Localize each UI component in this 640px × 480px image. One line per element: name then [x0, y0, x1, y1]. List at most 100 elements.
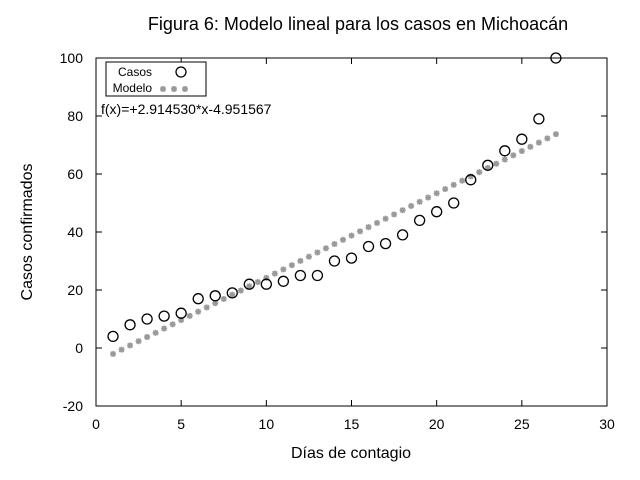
x-tick-label: 30	[599, 416, 615, 432]
case-point	[107, 330, 119, 343]
model-point	[186, 312, 193, 319]
model-point	[450, 181, 457, 188]
case-point	[294, 269, 307, 282]
y-tick-label: 20	[67, 282, 83, 298]
y-tick-label: 40	[67, 224, 83, 240]
case-point	[141, 313, 153, 325]
legend-marker-model	[160, 86, 188, 92]
model-equation: f(x)=+2.914530*x-4.951567	[101, 101, 272, 117]
model-point	[365, 224, 372, 231]
case-point	[192, 293, 204, 305]
model-point	[501, 156, 508, 163]
x-tick-label: 10	[259, 416, 275, 432]
model-point	[229, 291, 236, 298]
model-point	[348, 232, 355, 239]
case-point	[226, 287, 238, 299]
case-point	[209, 290, 221, 302]
x-tick-label: 0	[92, 416, 100, 432]
model-point	[135, 338, 142, 345]
case-point	[260, 278, 272, 290]
case-point	[465, 174, 477, 186]
model-point	[144, 334, 151, 341]
model-point	[127, 342, 134, 349]
model-point	[518, 148, 525, 155]
case-point	[482, 159, 494, 171]
x-tick-label: 15	[344, 416, 360, 432]
y-tick-label: 80	[67, 108, 83, 124]
model-point	[288, 262, 295, 269]
model-point	[535, 139, 542, 146]
model-point	[169, 321, 176, 328]
model-point	[246, 283, 253, 290]
model-point	[203, 304, 210, 311]
case-point	[516, 133, 528, 145]
model-point	[331, 241, 338, 248]
model-point	[152, 329, 159, 336]
legend-model-mark	[160, 86, 166, 92]
model-point	[118, 346, 125, 353]
model-point	[442, 186, 449, 193]
case-point	[345, 252, 358, 264]
legend-box	[105, 61, 207, 97]
model-point	[433, 190, 440, 197]
model-point	[374, 219, 381, 226]
model-point	[271, 270, 278, 277]
model-point	[459, 177, 466, 184]
model-point	[322, 245, 329, 252]
model-point	[382, 215, 389, 222]
model-point	[237, 287, 244, 294]
axis-ticks: 0 5 10 15 20 25 30 -20 0 20 40 60 80 100	[60, 50, 615, 432]
legend-marker-cases	[175, 66, 187, 78]
legend-label-cases: Casos	[118, 65, 152, 79]
model-point	[357, 228, 364, 235]
model-point	[297, 257, 304, 264]
case-point	[448, 197, 460, 209]
case-point	[124, 319, 136, 331]
model-point	[476, 169, 483, 176]
x-tick-label: 20	[429, 416, 445, 432]
case-point	[277, 275, 290, 287]
model-point	[425, 194, 432, 201]
case-point	[311, 269, 324, 282]
model-point	[254, 279, 261, 286]
case-point	[243, 278, 255, 290]
x-tick-label: 5	[177, 416, 185, 432]
model-point	[110, 350, 117, 357]
model-point	[195, 308, 202, 315]
case-point	[413, 214, 426, 227]
case-point	[175, 307, 187, 319]
case-point	[533, 113, 545, 125]
model-series	[110, 131, 559, 357]
y-tick-label: -20	[63, 398, 83, 414]
model-point	[314, 249, 321, 256]
case-point	[431, 206, 443, 218]
model-point	[416, 198, 423, 205]
legend-label-model: Modelo	[113, 81, 153, 95]
case-point	[499, 145, 511, 157]
y-tick-label: 60	[67, 166, 83, 182]
case-point	[328, 255, 341, 267]
case-point	[158, 310, 170, 322]
case-point	[396, 229, 409, 241]
model-point	[399, 207, 406, 214]
y-tick-label: 100	[60, 50, 84, 66]
legend-model-mark	[182, 86, 188, 92]
model-point	[391, 211, 398, 218]
model-point	[339, 236, 346, 243]
model-point	[552, 131, 559, 138]
model-point	[161, 325, 168, 332]
model-point	[280, 266, 287, 273]
model-point	[544, 135, 551, 142]
case-point	[550, 52, 562, 64]
case-point	[379, 237, 392, 250]
cases-series	[107, 52, 562, 343]
model-point	[493, 160, 500, 167]
y-tick-label: 0	[75, 340, 83, 356]
x-tick-label: 25	[514, 416, 530, 432]
chart-title: Figura 6: Modelo lineal para los casos e…	[148, 14, 568, 34]
model-point	[408, 202, 415, 209]
y-axis-label: Casos confirmados	[19, 164, 36, 301]
model-point	[510, 152, 517, 159]
legend-model-mark	[171, 86, 177, 92]
